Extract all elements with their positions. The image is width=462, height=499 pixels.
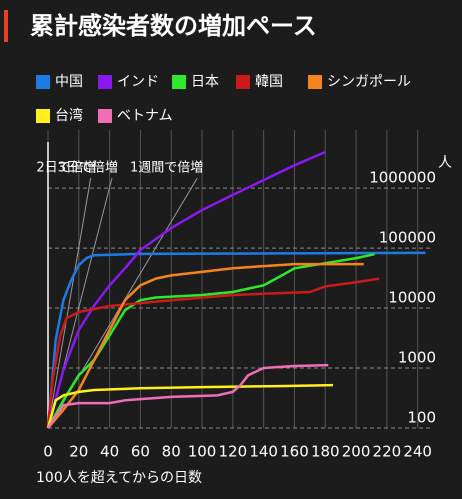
x-tick-label: 20 xyxy=(69,443,88,461)
series-line xyxy=(46,251,426,429)
y-tick-label: 100 xyxy=(407,409,436,427)
reference-label: 3日で倍増 xyxy=(58,161,118,176)
legend-swatch xyxy=(236,75,250,89)
x-tick-label: 120 xyxy=(219,443,248,461)
x-tick-label: 240 xyxy=(403,443,432,461)
x-tick-label: 140 xyxy=(249,443,278,461)
series-line xyxy=(46,363,329,429)
reference-line xyxy=(47,177,92,429)
legend-label: ベトナム xyxy=(117,108,173,124)
x-tick-label: 200 xyxy=(342,443,371,461)
legend-swatch xyxy=(172,75,186,89)
legend-swatch xyxy=(98,109,112,123)
legend-label: シンガポール xyxy=(327,74,411,90)
chart-title: 累計感染者数の増加ペース xyxy=(30,12,317,40)
series-line xyxy=(46,150,326,429)
legend-swatch xyxy=(36,75,50,89)
series-line xyxy=(47,262,364,429)
x-tick-label: 40 xyxy=(100,443,119,461)
y-tick-label: 1000 xyxy=(398,349,436,367)
x-tick-label: 0 xyxy=(43,443,53,461)
x-tick-label: 160 xyxy=(280,443,309,461)
x-tick-label: 220 xyxy=(373,443,402,461)
legend-swatch xyxy=(308,75,322,89)
series-line xyxy=(46,252,375,429)
y-tick-label: 10000 xyxy=(388,289,436,307)
y-tick-label: 1000000 xyxy=(369,169,436,187)
legend-swatch xyxy=(36,109,50,123)
legend-label: 台湾 xyxy=(55,107,83,124)
title-accent xyxy=(4,10,8,42)
legend-label: 韓国 xyxy=(255,74,283,90)
legend-swatch xyxy=(98,75,112,89)
legend-label: インド xyxy=(117,74,159,90)
legend-label: 中国 xyxy=(55,74,83,90)
reference-label: 2日で倍増 xyxy=(36,161,96,176)
y-axis-label: 人 xyxy=(438,155,452,171)
x-axis-label: 100人を超えてからの日数 xyxy=(36,470,202,486)
legend-label: 日本 xyxy=(191,74,219,90)
y-tick-label: 100000 xyxy=(379,229,436,247)
x-tick-label: 80 xyxy=(162,443,181,461)
series-line xyxy=(46,383,334,429)
series-line xyxy=(46,277,380,429)
x-tick-label: 180 xyxy=(311,443,340,461)
x-tick-label: 60 xyxy=(131,443,150,461)
x-tick-label: 100 xyxy=(188,443,217,461)
reference-label: 1週間で倍増 xyxy=(130,161,203,176)
